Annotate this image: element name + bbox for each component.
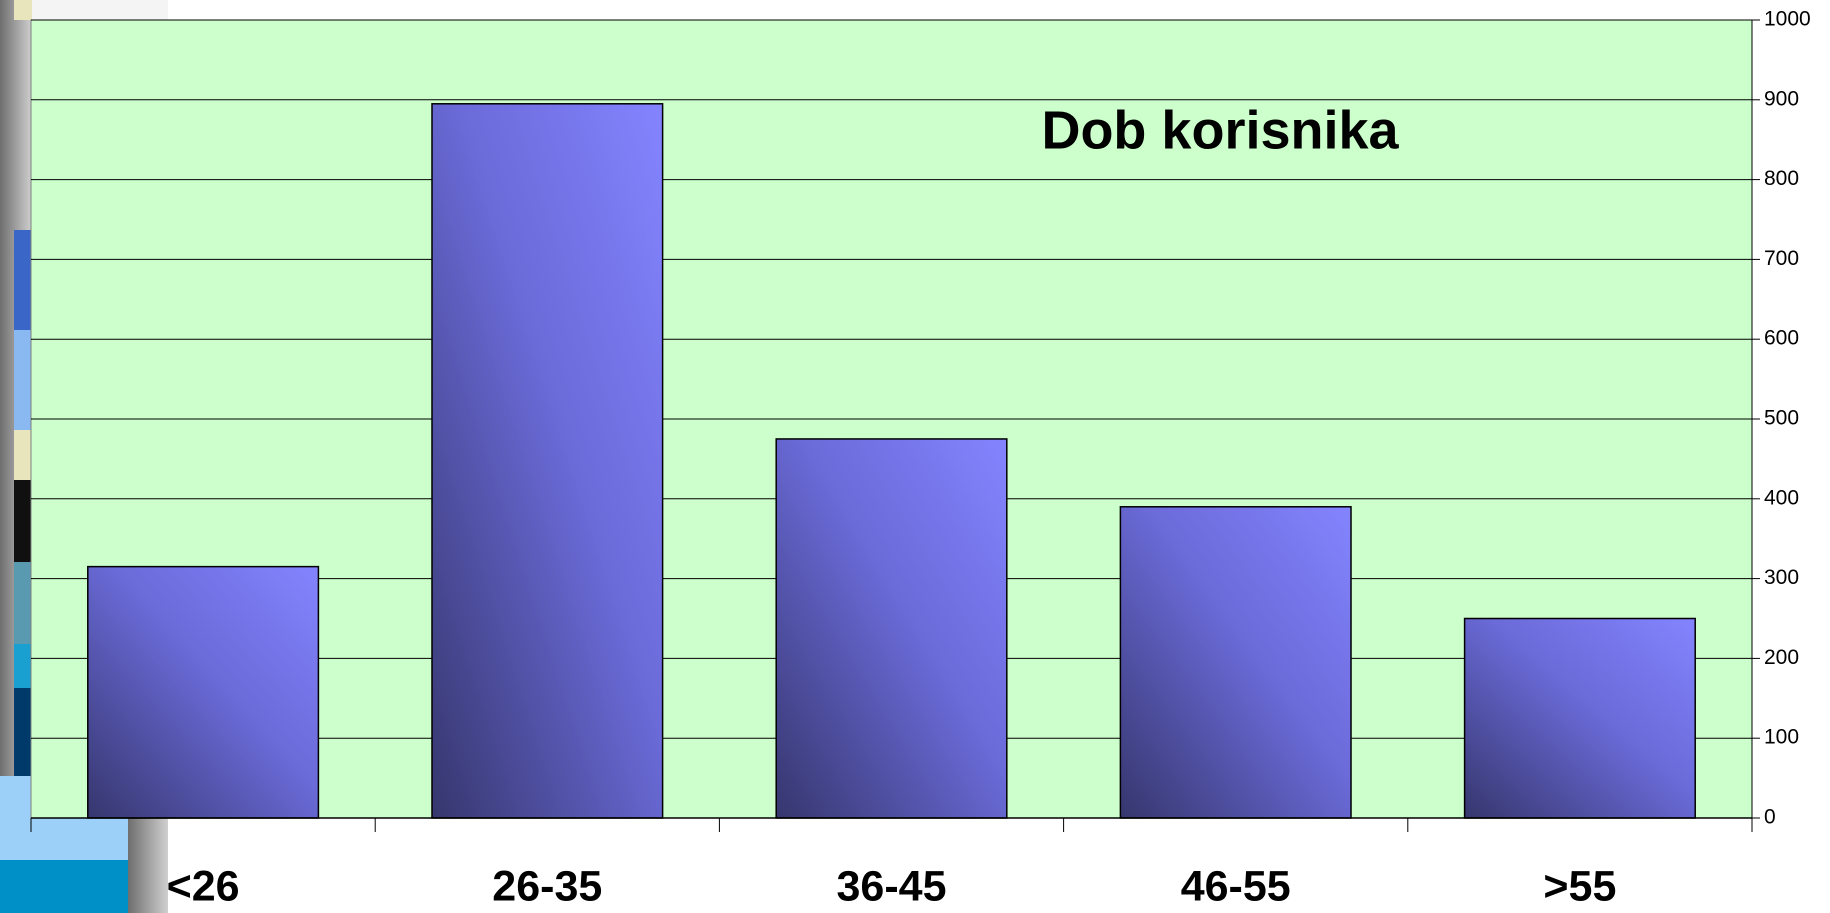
- bar: [88, 567, 319, 818]
- y-tick-label: 400: [1764, 486, 1799, 509]
- bar: [776, 439, 1007, 818]
- chart: Dob korisnika 0 100 200 300 400 500 600 700 800 9…: [0, 0, 1830, 913]
- y-tick-label: 200: [1764, 646, 1799, 669]
- y-tick-label: 500: [1764, 407, 1799, 430]
- page: Dob korisnika 0 100 200 300 400 500 600 700 800 9…: [0, 0, 1830, 913]
- y-tick-label: 600: [1764, 327, 1799, 350]
- x-tick-label: <26: [167, 862, 240, 910]
- y-tick-label: 1000: [1764, 8, 1811, 31]
- x-tick-label: 36-45: [837, 862, 947, 910]
- x-tick-label: >55: [1543, 862, 1616, 910]
- bar: [1465, 619, 1696, 819]
- y-tick-label: 900: [1764, 87, 1799, 110]
- y-tick-label: 800: [1764, 167, 1799, 190]
- x-tick-label: 26-35: [492, 862, 602, 910]
- bar: [432, 104, 663, 818]
- y-tick-label: 100: [1764, 726, 1799, 749]
- y-tick-label: 0: [1764, 806, 1776, 829]
- bar: [1120, 507, 1351, 818]
- y-tick-label: 300: [1764, 566, 1799, 589]
- x-tick-label: 46-55: [1181, 862, 1291, 910]
- chart-title: Dob korisnika: [1041, 100, 1399, 160]
- y-tick-label: 700: [1764, 247, 1799, 270]
